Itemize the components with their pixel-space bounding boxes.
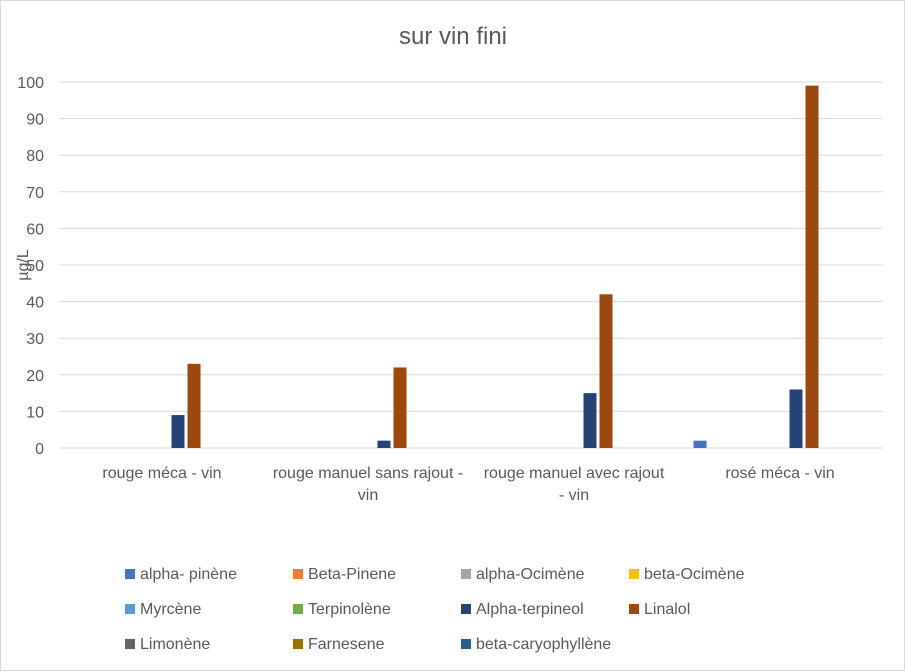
y-axis-ticks: 0 10 20 30 40 50 60 70 80 90 100: [17, 75, 44, 458]
x-category-label: rosé méca - vin: [725, 465, 834, 482]
legend-swatch: [293, 604, 303, 614]
legend-label: beta-Ocimène: [644, 566, 745, 583]
bar: [377, 440, 391, 448]
x-axis-categories: rouge méca - vin rouge manuel sans rajout…: [102, 465, 834, 504]
legend: alpha- pinène Beta-Pinene alpha-Ocimène bet…: [125, 566, 745, 653]
legend-label: beta-caryophyllène: [476, 636, 611, 653]
bar: [599, 294, 613, 448]
legend-swatch: [125, 604, 135, 614]
bar: [187, 363, 201, 448]
bar: [693, 440, 707, 448]
y-tick-label: 20: [26, 368, 44, 385]
legend-swatch: [125, 639, 135, 649]
y-tick-label: 40: [26, 295, 44, 312]
legend-swatch: [125, 569, 135, 579]
legend-label: Farnesene: [308, 636, 385, 653]
y-tick-label: 90: [26, 112, 44, 129]
bar: [789, 389, 803, 448]
bar: [393, 367, 407, 448]
y-tick-label: 60: [26, 221, 44, 238]
y-tick-label: 80: [26, 148, 44, 165]
bar: [171, 415, 185, 448]
legend-label: Terpinolène: [308, 601, 391, 618]
y-tick-label: 0: [35, 441, 44, 458]
legend-swatch: [293, 569, 303, 579]
y-tick-label: 30: [26, 331, 44, 348]
x-category-label: rouge manuel sans rajout -vin: [273, 465, 463, 504]
bar: [583, 393, 597, 448]
bar: [805, 85, 819, 448]
x-category-label: rouge manuel avec rajout - vin: [484, 465, 665, 504]
legend-swatch: [461, 569, 471, 579]
legend-label: Linalol: [644, 601, 690, 618]
legend-label: Myrcène: [140, 601, 201, 618]
legend-swatch: [629, 569, 639, 579]
bars: [171, 85, 819, 448]
legend-label: alpha-Ocimène: [476, 566, 585, 583]
gridlines: [59, 81, 883, 449]
chart-title: sur vin fini: [399, 23, 507, 50]
legend-label: Beta-Pinene: [308, 566, 396, 583]
y-tick-label: 10: [26, 404, 44, 421]
legend-label: Alpha-terpineol: [476, 601, 584, 618]
legend-swatch: [461, 604, 471, 614]
legend-swatch: [629, 604, 639, 614]
y-tick-label: 100: [17, 75, 44, 92]
y-axis-label: µg/L: [15, 249, 32, 281]
legend-swatch: [461, 639, 471, 649]
x-category-label: rouge méca - vin: [102, 465, 221, 482]
legend-swatch: [293, 639, 303, 649]
y-tick-label: 50: [26, 258, 44, 275]
legend-label: alpha- pinène: [140, 566, 237, 583]
legend-label: Limonène: [140, 636, 210, 653]
y-tick-label: 70: [26, 185, 44, 202]
